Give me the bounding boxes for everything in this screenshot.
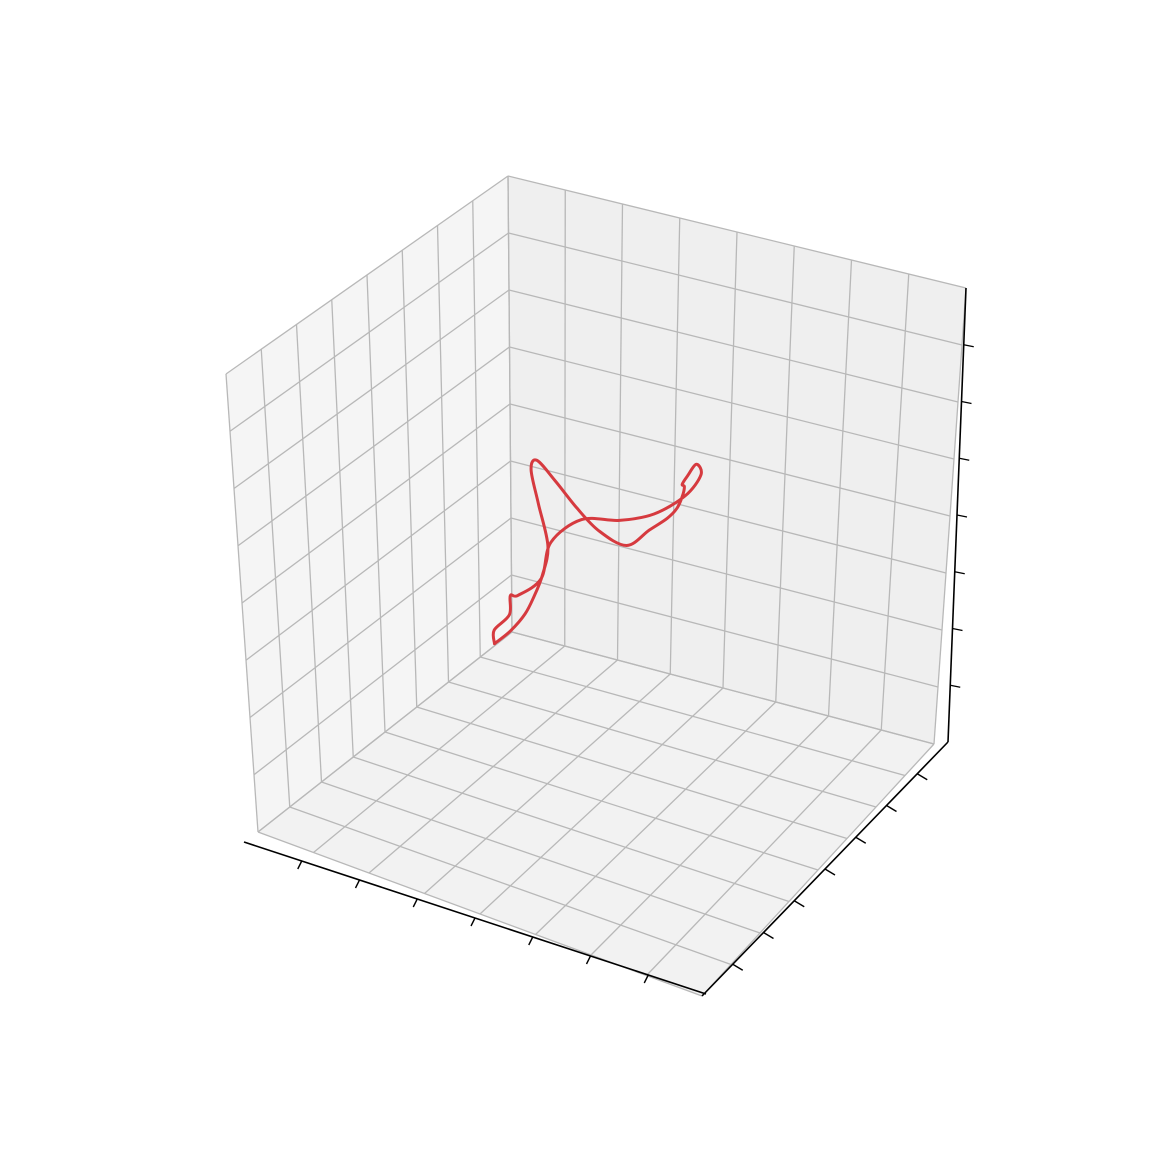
z-axis-tick bbox=[961, 400, 972, 405]
y-axis-tick bbox=[732, 963, 744, 971]
axes-gridlines bbox=[225, 175, 967, 997]
axes-lines bbox=[243, 287, 974, 997]
gridline-floor-x bbox=[535, 701, 777, 935]
gridline-floor-x bbox=[646, 729, 882, 976]
gridline-back-horizontal bbox=[509, 403, 951, 517]
gridline-left-horizontal bbox=[241, 403, 511, 604]
gridline-floor-y bbox=[511, 631, 935, 745]
gridline-left-vertical bbox=[436, 225, 450, 683]
y-axis-tick bbox=[793, 900, 805, 908]
gridline-floor-y bbox=[480, 656, 906, 777]
gridline-left-vertical bbox=[507, 175, 513, 633]
y-axis-tick bbox=[855, 836, 867, 844]
series-line-0 bbox=[491, 458, 703, 646]
gridline-back-horizontal bbox=[510, 460, 947, 574]
gridline-floor-x bbox=[590, 715, 829, 956]
x-axis-tick bbox=[585, 955, 592, 965]
y-axis-tick bbox=[886, 804, 897, 813]
y-axis-tick bbox=[763, 931, 774, 940]
z-axis-tick bbox=[956, 514, 968, 518]
x-axis-tick bbox=[412, 898, 418, 908]
gridline-left-vertical bbox=[472, 200, 481, 658]
x-axis-tick bbox=[643, 974, 649, 984]
z-axis-tick bbox=[954, 571, 965, 575]
z-axis-tick bbox=[963, 344, 974, 348]
gridline-left-horizontal bbox=[245, 460, 511, 661]
gridline-floor-y bbox=[416, 706, 848, 840]
x-axis-tick bbox=[354, 879, 361, 889]
gridline-floor-x bbox=[701, 743, 935, 997]
series-layer bbox=[491, 458, 703, 646]
gridline-floor-y bbox=[384, 731, 819, 871]
gridline-back-vertical bbox=[880, 273, 910, 731]
floor-pane bbox=[258, 632, 934, 996]
z-axis-tick bbox=[950, 684, 961, 688]
gridline-back-vertical bbox=[775, 245, 795, 703]
gridline-back-vertical bbox=[933, 287, 967, 745]
x-axis-tick bbox=[297, 860, 303, 870]
gridline-left-horizontal bbox=[249, 517, 512, 719]
gridline-back-horizontal bbox=[511, 574, 939, 688]
z-axis-tick bbox=[959, 457, 970, 461]
y-axis-tick bbox=[916, 773, 928, 781]
gridline-floor-y bbox=[448, 681, 877, 808]
gridline-back-horizontal bbox=[510, 517, 943, 631]
x-axis-tick bbox=[528, 936, 534, 946]
x-axis-tick bbox=[470, 917, 476, 927]
y-axis-tick bbox=[824, 868, 836, 876]
gridline-back-vertical bbox=[827, 259, 853, 717]
gridline-left-vertical bbox=[401, 250, 418, 708]
z-axis-tick bbox=[952, 627, 963, 632]
gridline-left-horizontal bbox=[253, 574, 512, 776]
